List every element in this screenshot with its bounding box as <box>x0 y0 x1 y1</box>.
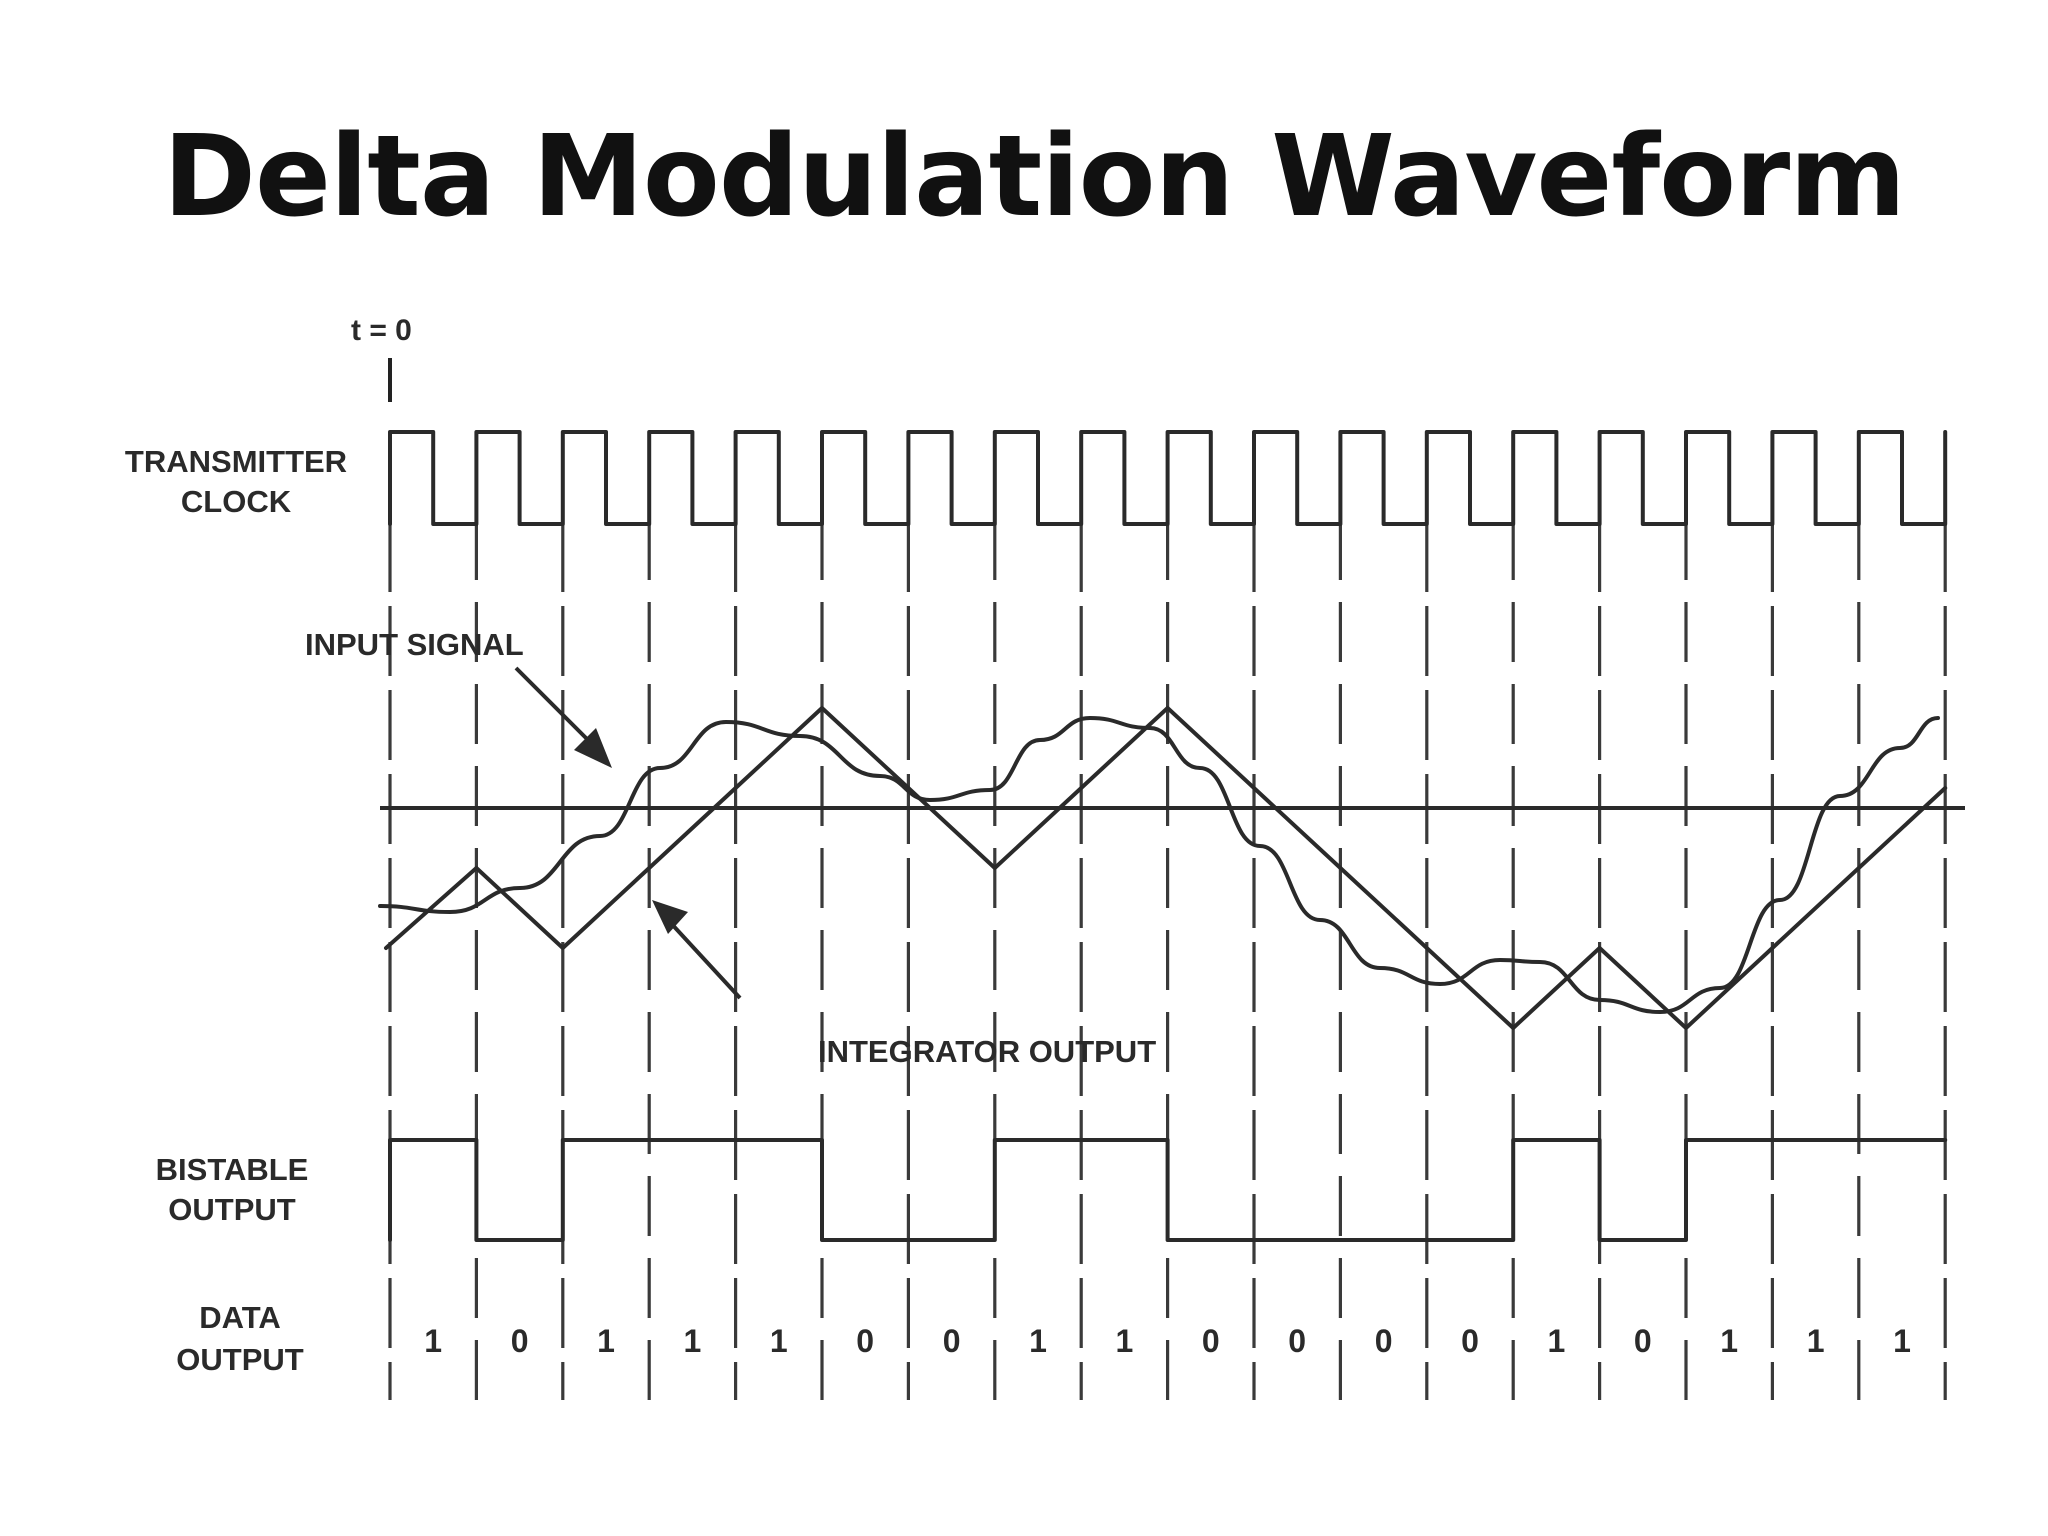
data-bit: 0 <box>943 1323 961 1359</box>
slide-title: Delta Modulation Waveform <box>162 112 1906 242</box>
integrator-output-waveform <box>384 706 1948 1030</box>
transmitter-clock-label-line1: TRANSMITTER <box>125 444 347 479</box>
data-bit: 1 <box>1893 1323 1911 1359</box>
data-bit: 1 <box>1116 1323 1134 1359</box>
transmitter-clock-waveform <box>388 430 1948 526</box>
data-output-label-line2: OUTPUT <box>176 1342 304 1377</box>
integrator-output-label: INTEGRATOR OUTPUT <box>818 1034 1156 1069</box>
data-output-label-line1: DATA <box>199 1300 281 1335</box>
input-signal-label: INPUT SIGNAL <box>305 627 524 662</box>
data-bit: 1 <box>424 1323 442 1359</box>
input-signal-arrow <box>514 666 612 768</box>
input-signal-curve <box>378 716 1940 1014</box>
integrator-output-arrow <box>652 900 742 1000</box>
data-bit: 1 <box>684 1323 702 1359</box>
data-bit: 0 <box>1375 1323 1393 1359</box>
data-bit: 0 <box>1288 1323 1306 1359</box>
data-output-bits: 1 0 1 1 1 0 0 1 1 0 0 0 0 1 0 1 1 1 <box>424 1323 1911 1359</box>
data-bit: 0 <box>856 1323 874 1359</box>
data-bit: 0 <box>1202 1323 1220 1359</box>
data-bit: 1 <box>1548 1323 1566 1359</box>
data-bit: 1 <box>1029 1323 1047 1359</box>
data-bit: 0 <box>1634 1323 1652 1359</box>
data-bit: 1 <box>1807 1323 1825 1359</box>
bistable-output-waveform <box>388 1138 1948 1242</box>
sampling-grid <box>388 438 1947 1400</box>
data-bit: 1 <box>597 1323 615 1359</box>
bistable-output-label-line2: OUTPUT <box>168 1192 296 1227</box>
bistable-output-label-line1: BISTABLE <box>156 1152 309 1187</box>
data-bit: 0 <box>511 1323 529 1359</box>
transmitter-clock-label-line2: CLOCK <box>181 484 292 519</box>
data-bit: 1 <box>1720 1323 1738 1359</box>
data-bit: 1 <box>770 1323 788 1359</box>
t0-label: t = 0 <box>351 314 412 347</box>
data-bit: 0 <box>1461 1323 1479 1359</box>
